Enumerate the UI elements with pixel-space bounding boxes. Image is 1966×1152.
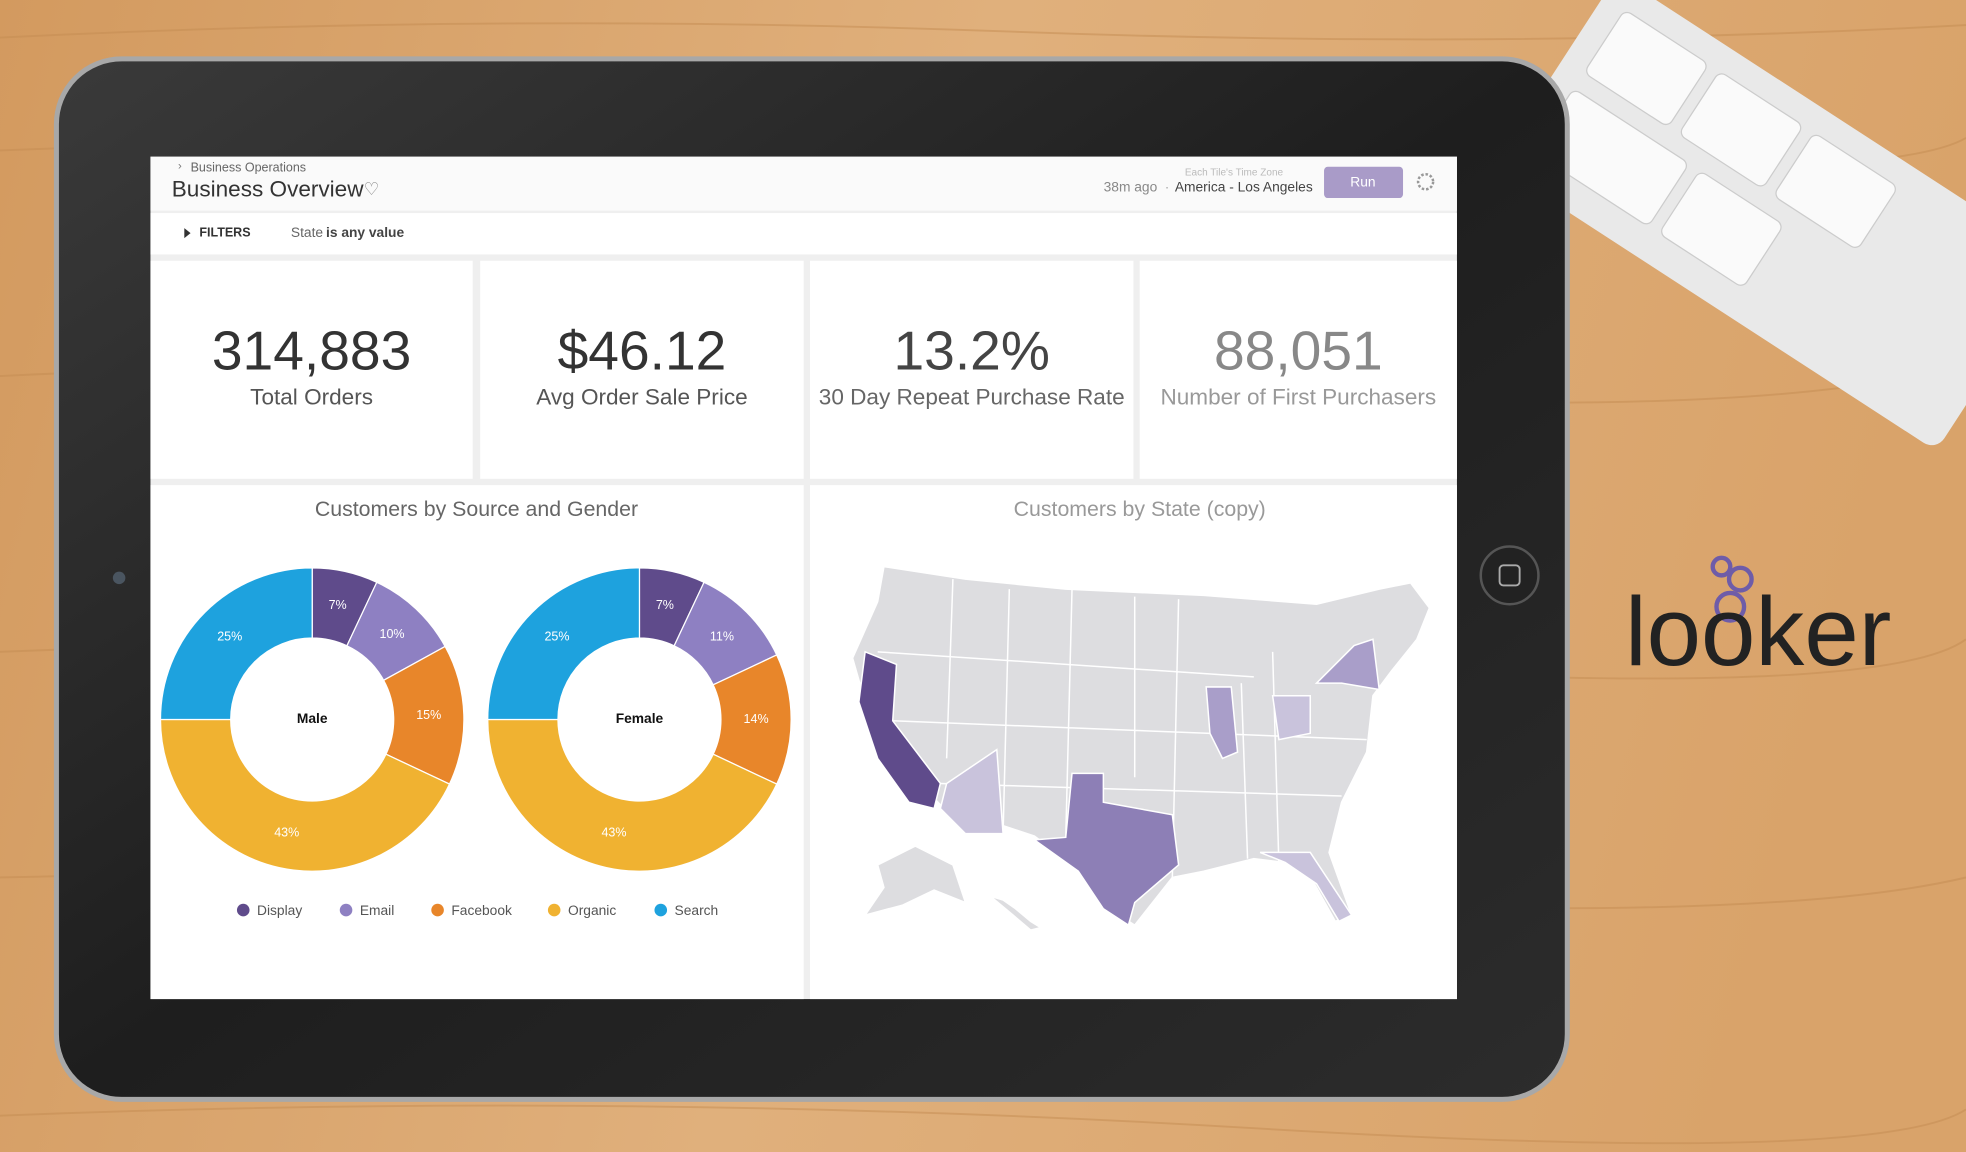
state-borders — [877, 579, 1367, 878]
pie-value-label: 7% — [656, 598, 674, 612]
run-button[interactable] — [1324, 166, 1404, 199]
legend-label[interactable]: Facebook — [451, 903, 512, 918]
legend-swatch — [431, 903, 444, 917]
state-alaska[interactable] — [863, 845, 967, 917]
kpi-value: $46.12 — [558, 319, 727, 381]
breadcrumb[interactable]: Business Operations — [191, 160, 306, 174]
kpi-label: 30 Day Repeat Purchase Rate — [819, 385, 1125, 410]
pie-center-label: Female — [616, 711, 664, 726]
filters-label[interactable]: FILTERS — [199, 225, 250, 239]
logo-text: looker — [1625, 576, 1891, 686]
header — [150, 156, 1457, 211]
breadcrumb-chevron: › — [178, 161, 182, 173]
state-california[interactable] — [858, 650, 942, 810]
pie-value-label: 25% — [544, 629, 569, 643]
legend-label[interactable]: Email — [360, 903, 394, 918]
legend-swatch — [547, 903, 561, 917]
pie-slice — [487, 567, 641, 721]
pie-center-label: Male — [297, 711, 328, 726]
state-texas[interactable] — [1032, 772, 1180, 927]
kpi-row: 314,883 Total Orders $46.12 Avg Order Sale … — [150, 260, 1457, 479]
pie-value-label: 43% — [601, 826, 626, 840]
state-illinois[interactable] — [1205, 686, 1239, 760]
updated-time: 38m ago — [1104, 180, 1158, 195]
settings-icon[interactable] — [1416, 172, 1435, 191]
legend-swatch — [236, 903, 250, 917]
pie-value-label: 10% — [379, 627, 404, 641]
pie-value-label: 11% — [710, 629, 734, 643]
pie-value-label: 7% — [329, 598, 347, 612]
pie-charts: 7% 10% 15% 43% 25% Male 7% 11% 14% 43% 25% Female Di… — [159, 567, 792, 918]
filters-toggle-icon[interactable] — [184, 228, 191, 239]
us-map — [851, 565, 1431, 931]
state-florida[interactable] — [1259, 851, 1353, 923]
state-ohio[interactable] — [1271, 694, 1312, 741]
dashboard-title: Business Overview — [172, 176, 364, 201]
looker-logo: looker — [1625, 555, 1891, 686]
filter-bar — [150, 213, 1457, 255]
kpi-label: Avg Order Sale Price — [536, 385, 747, 410]
timezone[interactable]: America - Los Angeles — [1175, 180, 1313, 195]
pie-value-label: 25% — [217, 629, 242, 643]
source-panel — [150, 485, 804, 1000]
legend-swatch — [654, 903, 668, 917]
filter-field[interactable]: State — [291, 225, 324, 240]
legend-label[interactable]: Search — [675, 903, 719, 918]
kpi-tile — [809, 260, 1134, 479]
favorite-icon[interactable]: ♡ — [364, 179, 380, 199]
kpi-tile — [1139, 260, 1457, 479]
source-panel-title: Customers by Source and Gender — [315, 497, 638, 521]
run-button-label[interactable]: Run — [1350, 175, 1375, 190]
pie-slice — [159, 718, 451, 872]
kpi-value: 314,883 — [212, 319, 411, 381]
filter-condition[interactable]: is any value — [326, 225, 404, 240]
state-new-york[interactable] — [1314, 638, 1381, 691]
timezone-hint[interactable]: Each Tile's Time Zone — [1185, 168, 1284, 179]
pie-value-label: 43% — [274, 826, 299, 840]
pie-value-label: 15% — [416, 708, 441, 722]
legend-label[interactable]: Organic — [568, 903, 616, 918]
pie-slice — [159, 567, 313, 721]
kpi-tile — [480, 260, 804, 479]
kpi-value: 13.2% — [894, 319, 1050, 381]
kpi-label: Total Orders — [250, 385, 373, 410]
legend-label[interactable]: Display — [257, 903, 302, 918]
state-hawaii[interactable] — [990, 895, 1043, 931]
tablet-camera — [112, 571, 126, 585]
kpi-tile — [150, 260, 473, 479]
legend-swatch — [339, 903, 353, 917]
pie-slice — [487, 718, 778, 872]
kpi-value: 88,051 — [1214, 319, 1383, 381]
keyboard — [1500, 0, 1966, 446]
kpi-label: Number of First Purchasers — [1160, 385, 1436, 410]
separator: · — [1165, 180, 1170, 195]
home-button-icon — [1498, 564, 1521, 587]
state-arizona[interactable] — [939, 748, 1004, 835]
map-title: Customers by State (copy) — [1014, 497, 1266, 521]
pie-value-label: 14% — [744, 712, 769, 726]
home-button[interactable] — [1479, 545, 1540, 606]
